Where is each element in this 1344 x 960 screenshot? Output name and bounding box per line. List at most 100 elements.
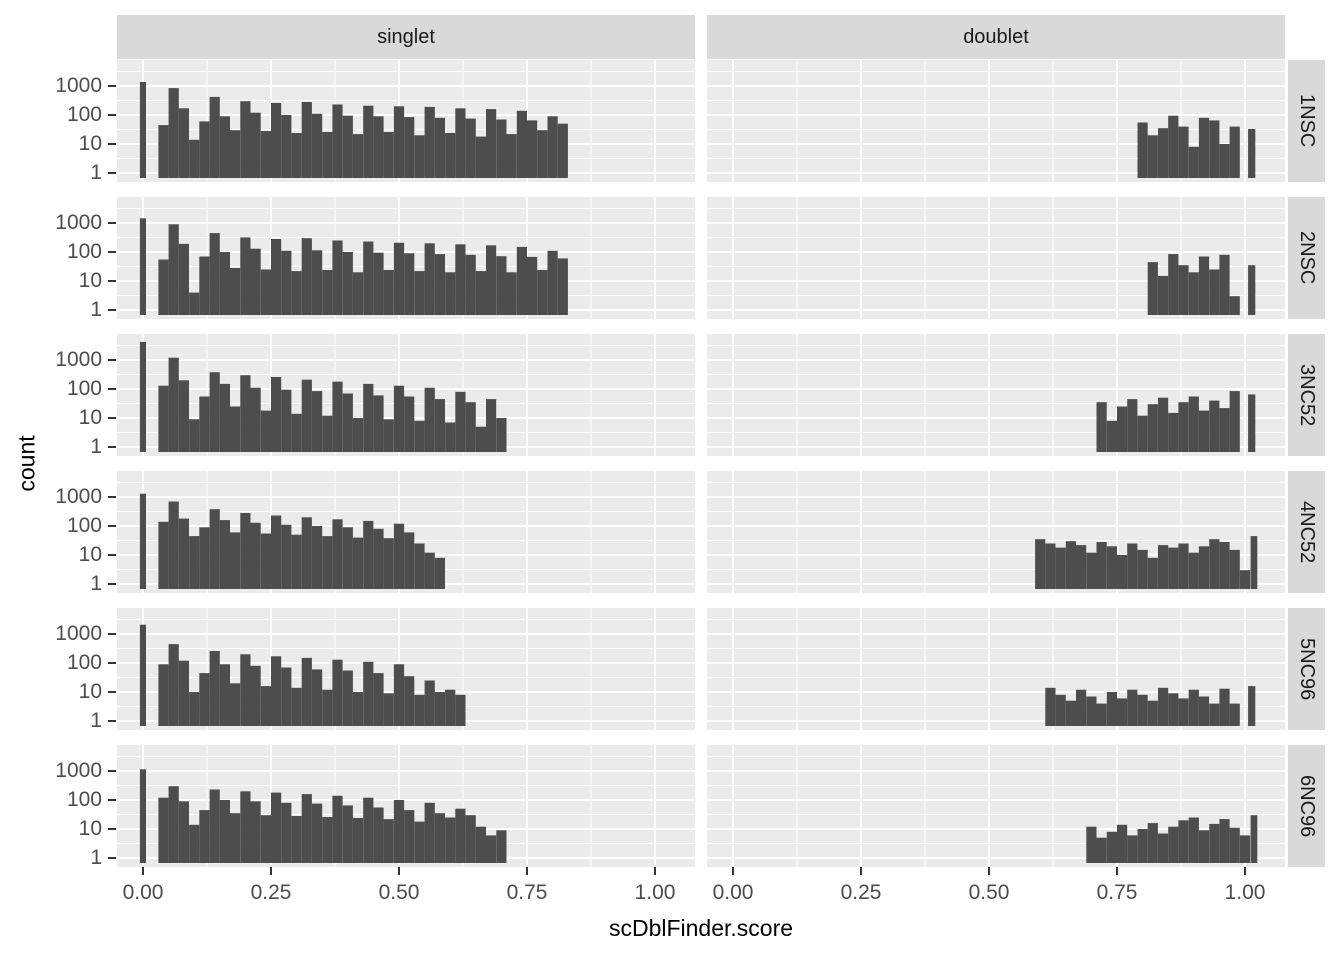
x-tick-label: 0.00 <box>712 881 754 904</box>
histogram-bar <box>1035 539 1046 589</box>
y-tick-label: 1 <box>90 846 102 869</box>
y-tick-mark <box>108 222 116 224</box>
x-tick-mark <box>270 867 272 875</box>
panel-background <box>707 745 1285 867</box>
histogram-bar <box>178 518 189 589</box>
facet-strip-4nc52: 4NC52 <box>1288 471 1325 593</box>
histogram-bar <box>301 379 312 452</box>
histogram-bar <box>496 418 507 452</box>
histogram-bar <box>1198 256 1210 315</box>
y-tick-label: 1 <box>90 435 102 458</box>
histogram-bar <box>1219 254 1230 315</box>
histogram-bar <box>557 258 568 315</box>
histogram-bar <box>342 115 353 178</box>
y-tick-label: 10 <box>78 406 102 429</box>
y-tick-mark <box>108 583 116 585</box>
histogram-bar <box>352 692 364 726</box>
histogram-bar <box>1178 543 1189 589</box>
histogram-bar <box>1168 693 1179 726</box>
histogram-bar <box>332 381 343 452</box>
histogram-bar <box>383 270 394 315</box>
histogram-bar <box>168 644 179 726</box>
histogram-bar <box>1168 115 1179 178</box>
histogram-bar <box>281 802 292 863</box>
histogram-bar <box>1209 120 1220 178</box>
histogram-bar <box>516 110 527 178</box>
histogram-bar <box>486 399 497 452</box>
histogram-bar <box>230 130 241 178</box>
histogram-bar <box>1209 703 1220 726</box>
histogram-bar <box>291 687 302 726</box>
facet-strip-2nsc-label: 2NSC <box>1296 231 1318 285</box>
histogram-bar <box>219 664 230 726</box>
histogram-bar <box>1055 547 1066 589</box>
histogram-bar <box>291 133 302 178</box>
histogram-bar <box>363 241 374 315</box>
histogram-bar <box>1168 254 1179 315</box>
histogram-bar <box>1248 686 1256 726</box>
y-tick-mark <box>108 633 116 635</box>
y-tick-label: 10 <box>78 817 102 840</box>
histogram-bar <box>527 256 538 315</box>
panel-6NC96-doublet <box>707 745 1285 867</box>
histogram-bar <box>158 385 169 452</box>
histogram-bar <box>445 817 456 863</box>
histogram-bar <box>158 664 169 726</box>
histogram-bar <box>332 795 343 863</box>
histogram-bar <box>424 387 435 452</box>
histogram-bar <box>281 115 292 178</box>
histogram-bar <box>250 248 261 315</box>
histogram-bar <box>1147 700 1158 726</box>
y-tick-mark <box>108 446 116 448</box>
y-tick-label: 1000 <box>55 211 102 234</box>
histogram-bar <box>434 399 445 452</box>
histogram-bar <box>322 817 333 863</box>
panel-background <box>707 471 1285 593</box>
histogram-bar <box>178 801 189 863</box>
histogram-bar <box>219 252 230 315</box>
histogram-bar <box>260 815 271 863</box>
histogram-bar <box>139 218 146 315</box>
histogram-bar <box>332 104 343 178</box>
x-tick-label: 1.00 <box>634 881 676 904</box>
x-tick-label: 0.25 <box>840 881 882 904</box>
histogram-bar <box>352 818 364 863</box>
histogram-bar <box>465 118 476 178</box>
histogram-bar <box>281 667 292 726</box>
histogram-bar <box>312 250 323 315</box>
histogram-bar <box>139 493 146 589</box>
y-tick-label: 1 <box>90 161 102 184</box>
histogram-bar <box>373 528 384 589</box>
histogram-bar <box>352 134 364 178</box>
facet-strip-1nsc: 1NSC <box>1288 60 1325 182</box>
histogram-bar <box>271 792 282 863</box>
histogram-bar <box>496 256 507 315</box>
histogram-bar <box>363 105 374 178</box>
histogram-bar <box>240 101 251 178</box>
histogram-bar <box>352 418 364 452</box>
histogram-bar <box>1158 833 1169 863</box>
histogram-bar <box>537 270 548 315</box>
histogram-bar <box>1248 265 1256 315</box>
histogram-bar <box>322 132 333 178</box>
histogram-bar <box>506 272 517 315</box>
y-tick-label: 10 <box>78 132 102 155</box>
histogram-bar <box>1096 837 1107 863</box>
histogram-bar <box>209 372 220 452</box>
histogram-bar <box>373 116 384 178</box>
histogram-bar <box>1209 400 1220 452</box>
histogram-bar <box>404 117 415 178</box>
histogram-bar <box>465 815 476 863</box>
panel-5NC96-singlet <box>117 608 695 730</box>
histogram-bar <box>1096 402 1107 452</box>
histogram-bar <box>475 271 486 315</box>
histogram-bar <box>455 244 466 315</box>
histogram-bar <box>363 520 374 589</box>
histogram-bar <box>1178 126 1189 178</box>
histogram-bar <box>250 522 261 589</box>
histogram-bar <box>189 536 200 589</box>
panel-background <box>707 608 1285 730</box>
x-tick-mark <box>398 867 400 875</box>
y-tick-mark <box>108 770 116 772</box>
histogram-bar <box>271 515 282 589</box>
